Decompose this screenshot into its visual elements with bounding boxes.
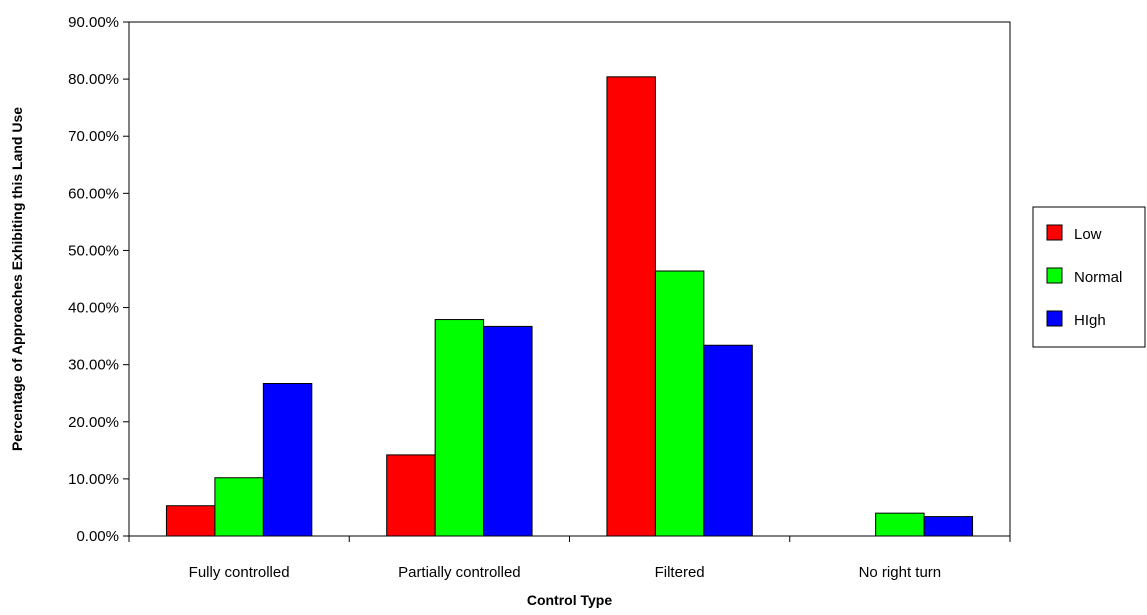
x-tick-label: Filtered <box>655 564 705 581</box>
y-tick-label: 40.00% <box>68 300 119 317</box>
bar-low-2 <box>606 76 656 537</box>
legend-swatch-high <box>1046 310 1063 327</box>
x-tick-label: Partially controlled <box>398 564 521 581</box>
bar-low-0 <box>165 505 216 537</box>
legend-swatch-low <box>1046 224 1063 241</box>
bar-low-1 <box>386 454 436 537</box>
plot-area: 0.00% 10.00% 20.00% 30.00% 40.00% 50.00% 60.00… <box>68 14 1011 581</box>
bar-high-1 <box>483 325 533 537</box>
y-tick-label: 20.00% <box>68 414 119 431</box>
legend-label-low: Low <box>1074 226 1102 243</box>
bar-normal-1 <box>434 319 485 537</box>
bar-high-3 <box>923 516 974 537</box>
bar-normal-3 <box>875 512 925 537</box>
x-axis-title: Control Type <box>527 592 613 608</box>
bar-normal-0 <box>214 477 264 537</box>
y-axis-ticks: 0.00% 10.00% 20.00% 30.00% 40.00% 50.00% 60.00… <box>68 14 129 545</box>
plot-frame <box>128 21 1011 537</box>
y-tick-label: 90.00% <box>68 14 119 31</box>
bars <box>165 76 974 537</box>
bar-high-2 <box>703 344 753 537</box>
y-tick-label: 30.00% <box>68 357 119 374</box>
legend-label-normal: Normal <box>1074 269 1122 286</box>
legend-swatch-normal <box>1046 267 1063 284</box>
x-tick-label: Fully controlled <box>189 564 290 581</box>
legend: Low Normal HIgh <box>1032 206 1146 348</box>
x-tick-label: No right turn <box>859 564 942 581</box>
y-tick-label: 50.00% <box>68 242 119 259</box>
bar-normal-2 <box>654 270 705 537</box>
y-tick-label: 0.00% <box>76 528 119 545</box>
x-axis-ticks: Fully controlled Partially controlled Filt… <box>128 536 1011 581</box>
legend-items: Low Normal HIgh <box>1046 224 1122 329</box>
legend-label-high: HIgh <box>1074 312 1106 329</box>
bar-high-0 <box>262 383 313 537</box>
y-tick-label: 10.00% <box>68 471 119 488</box>
y-tick-label: 60.00% <box>68 185 119 202</box>
y-tick-label: 80.00% <box>68 71 119 88</box>
y-tick-label: 70.00% <box>68 128 119 145</box>
y-axis-title: Percentage of Approaches Exhibiting this… <box>9 107 25 451</box>
